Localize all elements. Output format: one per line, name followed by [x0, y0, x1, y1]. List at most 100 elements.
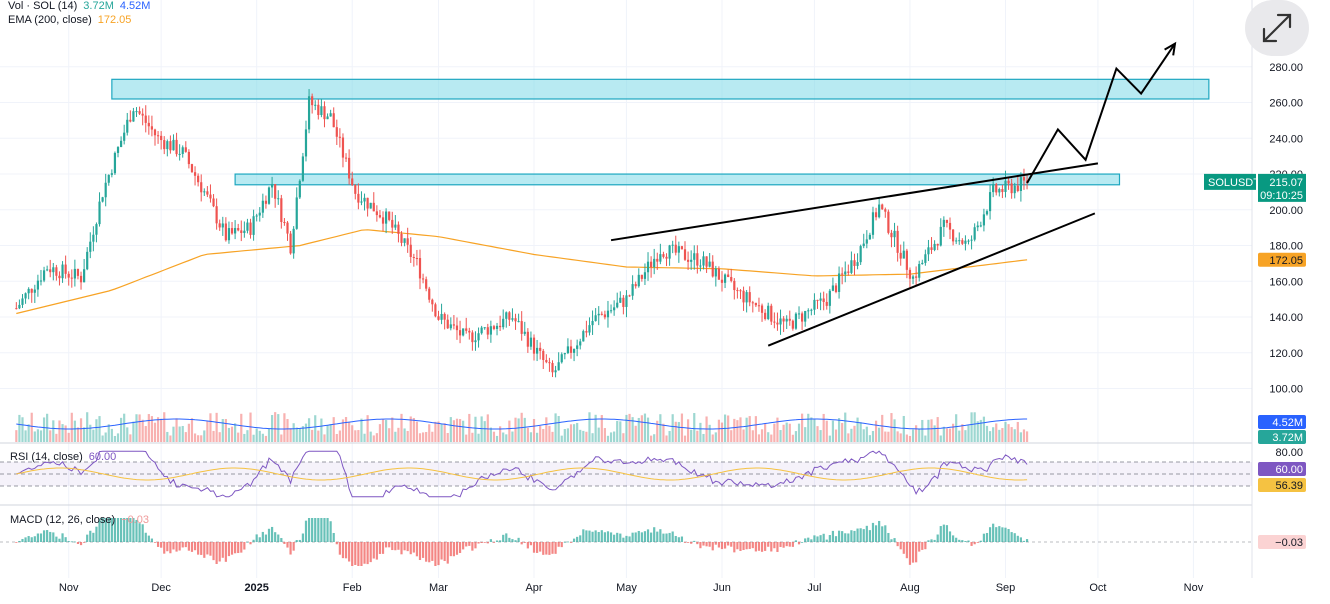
volume-bar	[646, 417, 650, 442]
time-tick-Sep: Sep	[996, 582, 1016, 594]
volume-bar	[807, 413, 810, 442]
ema-legend[interactable]: EMA (200, close) 172.05	[8, 14, 137, 26]
volume-bar	[625, 414, 628, 442]
volume-legend[interactable]: Vol · SOL (14) 3.72M 4.52M	[8, 0, 156, 12]
volume-bar	[163, 412, 166, 442]
volume-ma-badge-bg	[1258, 415, 1306, 429]
candle-body	[656, 258, 659, 262]
candle-body	[502, 318, 505, 328]
volume-bar	[110, 428, 113, 442]
candle-body	[961, 240, 964, 244]
volume-bar	[147, 414, 150, 442]
macd-histogram-bar	[505, 533, 508, 542]
volume-bar	[816, 426, 819, 442]
candle-body	[221, 223, 224, 228]
volume-bar	[514, 417, 517, 442]
candle-body	[403, 238, 406, 243]
macd-histogram-bar	[193, 542, 197, 551]
candle-body	[788, 318, 791, 321]
macd-histogram-bar	[511, 539, 514, 542]
candle-body	[508, 312, 511, 320]
candle-body	[896, 230, 899, 253]
candle-body	[89, 241, 92, 252]
volume-bar	[283, 413, 286, 442]
time-axis[interactable]: Nov Dec 2025 Feb Mar Apr May Jun Jul Aug Sep Oct Nov	[59, 582, 1204, 594]
candle-body	[542, 350, 545, 360]
macd-histogram-bar	[600, 530, 603, 542]
volume-bar	[973, 412, 976, 442]
candle-body	[67, 273, 70, 278]
rsi-pane	[0, 450, 1252, 498]
macd-histogram-bar	[665, 533, 668, 542]
candle-body	[730, 276, 733, 281]
volume-bar	[918, 428, 921, 442]
volume-bar	[218, 432, 221, 442]
candle-body	[326, 116, 329, 120]
volume-bar	[616, 420, 619, 442]
candle-body	[277, 198, 280, 200]
projection-path	[1026, 43, 1176, 184]
volume-bar	[421, 432, 425, 442]
volume-bar	[711, 434, 714, 442]
volume-bar	[613, 431, 616, 442]
volume-bar	[677, 422, 680, 442]
candle-body	[634, 284, 637, 287]
macd-histogram-bar	[557, 542, 560, 547]
volume-bar	[378, 424, 382, 442]
volume-bar	[551, 431, 554, 442]
candle-body	[123, 132, 126, 141]
candle-body	[529, 337, 533, 347]
macd-histogram-bar	[246, 541, 249, 543]
candle-body	[252, 216, 255, 235]
fullscreen-button[interactable]	[1245, 0, 1309, 56]
candle-body	[967, 240, 970, 242]
candle-body	[1001, 188, 1004, 192]
candle-body	[394, 224, 397, 228]
macd-histogram-bar	[613, 534, 616, 542]
macd-histogram-bar	[554, 542, 557, 554]
volume-bar	[240, 413, 243, 442]
macd-histogram-bar	[348, 542, 351, 562]
macd-legend[interactable]: MACD (12, 26, close) −0.03	[10, 514, 155, 526]
volume-bar	[585, 431, 588, 442]
macd-histogram-bar	[591, 531, 594, 542]
macd-histogram-bar	[141, 524, 144, 542]
volume-bar	[286, 419, 289, 442]
macd-histogram-bar	[243, 542, 246, 550]
channel-line-1	[767, 212, 1096, 347]
macd-histogram-bar	[727, 542, 730, 546]
time-tick-Nov: Nov	[59, 582, 79, 594]
macd-histogram-bar	[261, 531, 264, 542]
rsi-legend[interactable]: RSI (14, close) 60.00	[10, 451, 122, 463]
macd-histogram-bar	[745, 542, 748, 550]
volume-bar	[298, 428, 301, 442]
macd-histogram-bar	[267, 528, 271, 542]
volume-bar	[295, 427, 298, 442]
volume-bar	[505, 434, 508, 442]
macd-histogram-bar	[958, 539, 961, 542]
volume-bar	[714, 432, 717, 442]
candle-body	[458, 330, 462, 336]
macd-histogram-bar	[779, 542, 782, 547]
volume-bar	[837, 418, 841, 442]
macd-histogram-bar	[446, 542, 449, 564]
macd-histogram-bar	[634, 532, 637, 542]
macd-histogram-bar	[147, 535, 150, 542]
volume-bar	[18, 414, 21, 442]
candle-body	[939, 226, 942, 246]
candle-body	[905, 250, 908, 270]
candle-body	[619, 297, 622, 303]
candle-body	[338, 136, 341, 138]
candle-body	[628, 295, 631, 297]
macd-histogram-bar	[739, 542, 742, 551]
candle-body	[773, 321, 776, 323]
candle-body	[982, 214, 986, 226]
candle-body	[1010, 183, 1013, 194]
candle-body	[42, 270, 46, 281]
volume-ma-legend-value: 4.52M	[119, 0, 151, 12]
time-tick-Nov: Nov	[1184, 582, 1204, 594]
volume-bar	[354, 430, 357, 442]
volume-bar	[412, 417, 415, 442]
candle-body	[653, 258, 656, 268]
macd-histogram-bar	[603, 532, 606, 542]
